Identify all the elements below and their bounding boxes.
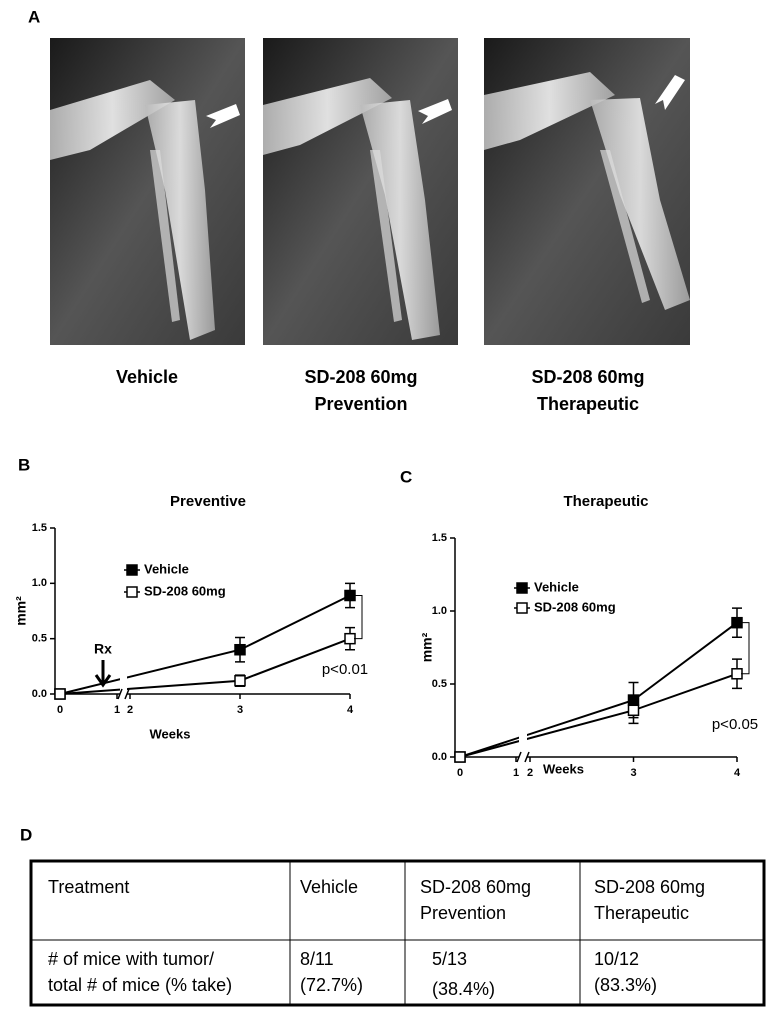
- y-tick-label: 1.5: [32, 522, 47, 534]
- chart-title: Therapeutic: [563, 493, 648, 510]
- image-caption: Vehicle: [116, 367, 178, 387]
- xray-image: [484, 38, 690, 345]
- data-point: [731, 668, 743, 680]
- data-point: [234, 674, 246, 687]
- y-tick-label: 0.5: [432, 678, 447, 690]
- legend-marker: [126, 564, 138, 576]
- y-tick-label: 1.5: [432, 532, 447, 544]
- legend-label: Vehicle: [534, 579, 579, 594]
- series-line: [459, 672, 738, 758]
- table-cell: (72.7%): [300, 975, 363, 995]
- x-axis-label: Weeks: [543, 761, 584, 776]
- significance-bracket: [741, 622, 750, 675]
- table-header-cell: Prevention: [420, 903, 506, 923]
- table-header-cell: Therapeutic: [594, 903, 689, 923]
- data-point: [344, 632, 356, 645]
- legend-label: SD-208 60mg: [534, 599, 616, 614]
- panel-label: A: [28, 7, 40, 26]
- table-cell: 8/11: [300, 949, 334, 969]
- table: [29, 859, 766, 1007]
- y-tick-label: 0.0: [32, 688, 47, 700]
- axis-break-mark: [516, 751, 522, 763]
- table-cell: 5/13: [432, 949, 467, 969]
- x-tick-label: 4: [347, 704, 354, 716]
- legend-marker: [516, 582, 528, 594]
- data-point: [731, 616, 743, 629]
- table-header-cell: Treatment: [48, 877, 129, 897]
- axis-break-mark: [524, 751, 530, 763]
- image-caption: SD-208 60mg: [531, 367, 644, 387]
- line-chart: Preventive 0.0 0.5 1.0 1.5 0 1 2 3 4 Weeks mm² Vehic…: [13, 493, 368, 741]
- x-tick-label: 0: [457, 767, 463, 779]
- data-point: [344, 589, 356, 602]
- data-point: [54, 688, 66, 700]
- y-axis-label: mm²: [13, 596, 29, 626]
- y-tick-label: 0.5: [32, 633, 47, 645]
- panel-label: C: [400, 467, 412, 486]
- x-tick-label: 1: [114, 704, 120, 716]
- data-point: [627, 704, 640, 717]
- y-tick-label: 1.0: [32, 577, 47, 589]
- p-value: p<0.05: [712, 716, 758, 733]
- legend-marker: [516, 602, 528, 614]
- table-cell: # of mice with tumor/: [48, 949, 214, 969]
- series-line: [459, 621, 738, 758]
- axis-break: [120, 528, 127, 704]
- x-tick-label: 3: [237, 704, 243, 716]
- image-caption: Prevention: [314, 394, 407, 414]
- image-caption: SD-208 60mg: [304, 367, 417, 387]
- image-caption: Therapeutic: [537, 394, 639, 414]
- legend-marker: [126, 586, 138, 598]
- table-header-cell: Vehicle: [300, 877, 358, 897]
- table-cell: (83.3%): [594, 975, 657, 995]
- annotation-arrow: [94, 660, 112, 688]
- x-tick-label: 2: [127, 704, 133, 716]
- table-cell: total # of mice (% take): [48, 975, 232, 995]
- y-tick-label: 0.0: [432, 751, 447, 763]
- y-axis-label: mm²: [419, 632, 435, 662]
- significance-bracket: [354, 595, 363, 640]
- axis-break-mark: [117, 688, 123, 700]
- p-value: p<0.01: [322, 661, 368, 678]
- axis-break: [519, 538, 527, 767]
- panel-label: D: [20, 825, 32, 844]
- x-tick-label: 0: [57, 704, 63, 716]
- table-cell: 10/12: [594, 949, 639, 969]
- x-axis-label: Weeks: [150, 726, 191, 741]
- table-border: [29, 859, 766, 1007]
- chart-title: Preventive: [170, 493, 246, 510]
- data-point: [454, 751, 466, 763]
- table-header-cell: SD-208 60mg: [594, 877, 705, 897]
- table-cell: (38.4%): [432, 979, 495, 999]
- line-chart: Therapeutic 0.0 0.5 1.0 1.5 0 1 2 3 4 Weeks mm² Vehi…: [419, 493, 758, 779]
- axis-break-mark: [124, 688, 130, 700]
- x-tick-label: 1: [513, 767, 519, 779]
- legend-label: SD-208 60mg: [144, 583, 226, 598]
- panel-label: B: [18, 455, 30, 474]
- x-tick-label: 2: [527, 767, 533, 779]
- xray-image: [50, 38, 245, 345]
- x-tick-label: 3: [630, 767, 636, 779]
- y-tick-label: 1.0: [432, 605, 447, 617]
- data-point: [234, 643, 246, 656]
- table-header-cell: SD-208 60mg: [420, 877, 531, 897]
- annotation: Rx: [94, 641, 112, 657]
- xray-image: [263, 38, 458, 345]
- legend-label: Vehicle: [144, 561, 189, 576]
- x-tick-label: 4: [734, 767, 741, 779]
